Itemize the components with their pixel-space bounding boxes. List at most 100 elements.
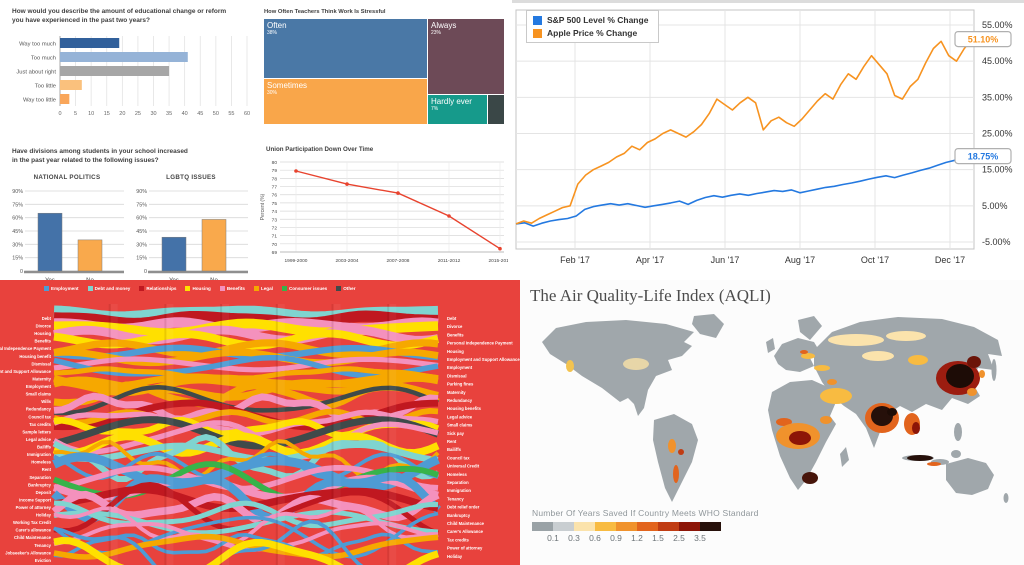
flow-ribbon: [53, 519, 364, 565]
flow-ribbon: [53, 356, 439, 373]
stocks-line-canvas: 55.00% 45.00% 35.00% 25.00% 15.00% 5.00% -5.00…: [515, 9, 1013, 265]
category-label: Too little: [35, 84, 56, 90]
y-tick-label: 90%: [136, 189, 147, 195]
x-tick-label: 50: [213, 111, 219, 117]
flow-right-label: Bailiffs: [447, 447, 462, 452]
legend-label: Consumer issues: [288, 286, 328, 291]
legend-swatch: [533, 15, 542, 25]
legend-tick-label: 0.3: [568, 533, 580, 543]
divisions-chart-panel: Have divisions among students in your sc…: [0, 130, 258, 280]
legend-label: Benefits: [226, 286, 245, 291]
x-tick-label: Feb '17: [560, 255, 590, 265]
flow-right-label: Redundancy: [447, 398, 473, 403]
data-point: [396, 191, 400, 195]
flow-right-label: Dismissal: [447, 373, 467, 378]
flow-right-label: Benefits: [447, 332, 464, 337]
x-tick-label: 2003-2004: [336, 258, 359, 264]
continent: [766, 338, 775, 353]
y-tick-label: 15%: [136, 256, 147, 262]
bar: [60, 66, 170, 76]
y-tick-label: 72: [272, 225, 278, 231]
bar: [60, 94, 70, 104]
pollution-hotspot: [801, 353, 815, 359]
x-tick-label: 40: [182, 111, 188, 117]
flow-left-label: Rent: [42, 467, 52, 472]
tile-percent: 7%: [431, 106, 439, 112]
y-tick-label: 90%: [12, 189, 23, 195]
end-value-box: [954, 31, 1012, 48]
x-tick-label: Jun '17: [711, 255, 740, 265]
y-tick-label: 60%: [12, 216, 23, 222]
x-tick-label: 45: [197, 111, 203, 117]
stocks-legend: S&P 500 Level % Change Apple Price % Chan…: [526, 10, 660, 43]
treemap-tile: Always 23%: [428, 19, 504, 94]
y-tick-label: 74: [272, 209, 278, 215]
continent: [542, 320, 694, 416]
divisions-subchart-lgbtq-issues: LGBTQ ISSUES 0 15% 30% 45% 60% 75% 90% Yes No: [130, 174, 252, 280]
bar: [201, 219, 227, 272]
continent: [946, 458, 994, 495]
bar: [60, 80, 82, 90]
flow-right-label: Universal Credit: [447, 464, 480, 469]
legend-tick-label: 2.5: [673, 533, 685, 543]
tile-label: Sometimes: [267, 81, 308, 90]
flow-right-label: Rent: [447, 439, 457, 444]
fold-highlight: [389, 304, 397, 565]
legend-swatch: [658, 522, 679, 531]
fold-highlight: [222, 304, 230, 565]
island: [954, 423, 962, 441]
legend-swatch: [253, 286, 259, 291]
tile-percent: 38%: [267, 30, 278, 36]
x-tick-label: Yes: [169, 278, 179, 280]
y-tick-label: 75: [272, 201, 278, 207]
island: [1003, 493, 1009, 503]
data-point: [294, 169, 298, 173]
legend-swatch: [336, 286, 342, 291]
data-point: [447, 214, 451, 218]
flow-left-label: Income Support: [19, 497, 51, 502]
flow-ribbon: [53, 325, 439, 345]
stress-treemap-panel: How Often Teachers Think Work Is Stressf…: [258, 0, 508, 130]
subchart-title: LGBTQ ISSUES: [166, 174, 216, 181]
legend-label: Housing: [192, 286, 211, 291]
treemap-tile: Sometimes 30%: [264, 79, 427, 124]
flow-right-label: Debt relief order: [447, 505, 480, 510]
flow-right-label: Bankruptcy: [447, 513, 471, 518]
treemap-tile: [488, 95, 504, 124]
divisions-chart-title: Have divisions among students in your sc…: [12, 148, 188, 164]
flow-left-label: Holiday: [36, 513, 52, 518]
continent: [814, 317, 1002, 448]
flow-ribbon: [53, 505, 439, 546]
flow-ribbon: [53, 536, 440, 565]
map-legend-title: Number Of Years Saved If Country Meets W…: [532, 508, 759, 518]
legend-swatch: [637, 522, 658, 531]
bar: [60, 52, 188, 62]
treemap-canvas: Often 38% Sometimes 30% Always 23% Hardly ever…: [264, 19, 504, 124]
category-label: Way too little: [23, 98, 56, 104]
y-tick-label: 76: [272, 193, 278, 199]
legend-tick-label: 3.5: [694, 533, 706, 543]
x-tick-label: 55: [228, 111, 234, 117]
legend-label: Legal: [260, 286, 273, 291]
flow-right-label: Sick pay: [447, 431, 465, 436]
flow-left-label: Maternity: [32, 376, 51, 381]
legend-item: Relationships: [139, 286, 176, 291]
fold-seam: [387, 304, 390, 565]
continent: [840, 447, 849, 467]
pollution-hotspot: [814, 365, 830, 371]
edu-reform-chart-panel: How would you describe the amount of edu…: [0, 0, 258, 130]
flow-right-label: Small claims: [447, 423, 473, 428]
legend-item: S&P 500 Level % Change: [533, 15, 648, 25]
flow-left-label: Jobseeker's Allowance: [5, 550, 51, 555]
fold-highlight: [333, 304, 341, 565]
flow-left-label: Small claims: [26, 392, 52, 397]
flow-left-label: Dismissal: [31, 361, 51, 366]
treemap-tile: Hardly ever 7%: [428, 95, 487, 124]
union-line-chart-panel: Union Participation Down Over Time 69 70 7…: [258, 130, 508, 280]
flow-left-label: Wills: [41, 399, 51, 404]
legend-label: Employment: [51, 286, 79, 291]
flow-left-label: Carer's allowance: [16, 528, 52, 533]
world-map-canvas: [542, 314, 1009, 503]
flow-ribbon: [53, 416, 440, 450]
advice-flow-panel: Debt Divorce Housing Benefits Personal Indep…: [0, 280, 520, 565]
